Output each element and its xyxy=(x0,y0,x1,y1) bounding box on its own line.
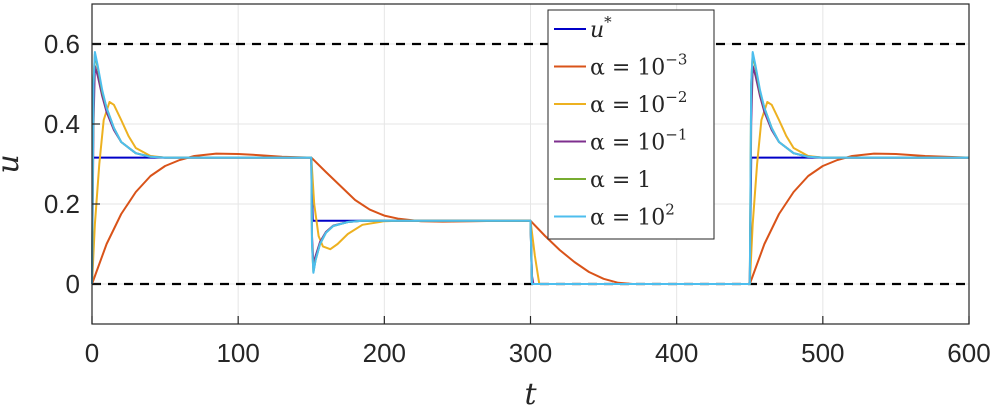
x-tick-label: 600 xyxy=(947,338,990,368)
y-axis-label: u xyxy=(0,154,26,173)
legend-entry: α = 1 xyxy=(590,168,651,193)
tick-labels: 0 100 200 300 400 500 600 0 0.2 0.4 0.6 xyxy=(44,29,991,368)
y-tick-label: 0.4 xyxy=(44,109,80,139)
x-axis-label: t xyxy=(524,377,537,408)
legend-box xyxy=(547,9,715,240)
y-tick-label: 0 xyxy=(66,269,80,299)
y-tick-label: 0.6 xyxy=(44,29,80,59)
x-tick-label: 300 xyxy=(509,338,552,368)
reference-lines xyxy=(92,42,969,286)
x-tick-label: 400 xyxy=(655,338,698,368)
x-tick-label: 500 xyxy=(801,338,844,368)
series-line-2 xyxy=(91,101,969,285)
legend-entry: α = 102 xyxy=(590,201,675,231)
legend-entry: α = 10−3 xyxy=(590,51,687,81)
y-tick-label: 0.2 xyxy=(44,189,80,219)
grid xyxy=(91,4,970,324)
legend-entry: α = 10−1 xyxy=(590,126,687,156)
legend-entry: u* xyxy=(590,13,612,43)
ticks xyxy=(91,43,970,324)
legend-entry: α = 10−2 xyxy=(590,88,687,118)
series-line-5 xyxy=(91,51,969,285)
x-tick-label: 0 xyxy=(85,338,99,368)
series-lines xyxy=(91,51,970,285)
legend: u* α = 10−3 α = 10−2 α = 10−1 α = 1 α = 102 xyxy=(547,9,715,240)
x-tick-label: 100 xyxy=(216,338,259,368)
x-tick-label: 200 xyxy=(363,338,406,368)
